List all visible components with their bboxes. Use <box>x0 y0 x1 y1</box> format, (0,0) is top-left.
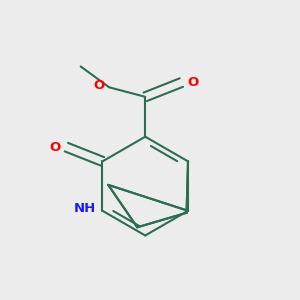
Text: O: O <box>187 76 198 89</box>
Text: O: O <box>50 141 61 154</box>
Text: O: O <box>93 79 104 92</box>
Text: NH: NH <box>74 202 96 215</box>
